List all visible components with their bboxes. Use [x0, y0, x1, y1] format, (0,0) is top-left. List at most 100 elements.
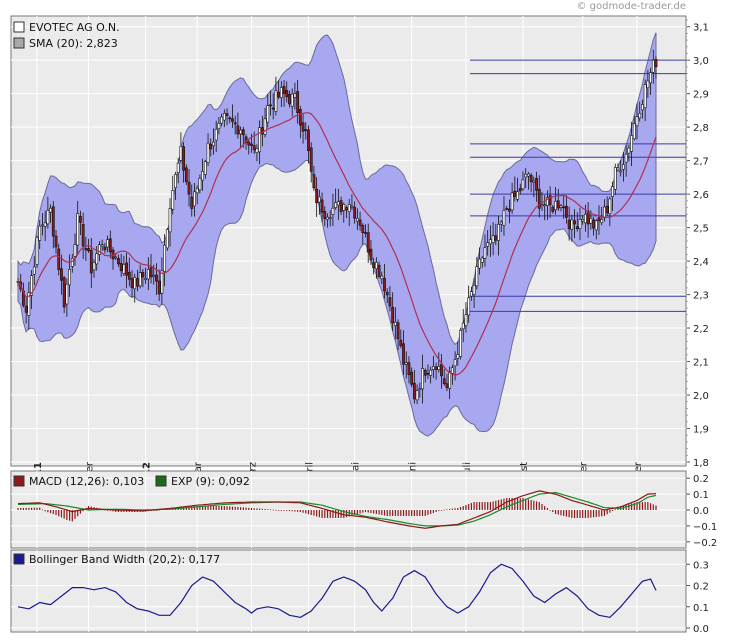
candle-body [277, 91, 281, 98]
candle-body [195, 187, 199, 194]
candle-body [597, 217, 601, 222]
legend-swatch [13, 475, 25, 487]
price-tick-label: 1,9 [693, 425, 709, 436]
macd-histogram-bar [30, 507, 33, 510]
candle-body [450, 367, 454, 374]
candle-body [551, 206, 555, 212]
macd-histogram-bar [430, 510, 432, 514]
macd-histogram-bar [261, 508, 263, 510]
candle-body [108, 238, 112, 253]
candle-body [46, 210, 50, 225]
candle-body [402, 343, 405, 365]
macd-histogram-bar [275, 509, 277, 511]
macd-histogram-bar [446, 509, 448, 511]
macd-histogram-bar [343, 510, 345, 518]
macd-histogram-bar [383, 510, 386, 516]
candle-body [499, 221, 503, 225]
macd-histogram-bar [17, 508, 19, 510]
macd-tick-label: 0.0 [693, 506, 709, 517]
macd-histogram-bar [516, 498, 519, 510]
candle-body [605, 205, 609, 214]
macd-histogram-bar [647, 502, 649, 510]
candle-body [581, 219, 585, 222]
macd-histogram-bar [199, 506, 201, 510]
candle-body [366, 232, 370, 253]
macd-histogram-bar [408, 510, 410, 516]
price-tick-label: 2,7 [693, 157, 709, 168]
macd-histogram-bar [337, 510, 339, 518]
candle-body [407, 362, 411, 375]
candle-body [182, 146, 186, 171]
macd-histogram-bar [525, 498, 527, 510]
candle-body [418, 388, 422, 391]
candle-body [651, 59, 655, 73]
candle-body [624, 153, 628, 163]
macd-histogram-bar [549, 510, 551, 511]
candle-body [133, 277, 137, 290]
candle-body [125, 262, 128, 276]
candle-body [24, 305, 28, 313]
candle-body [60, 268, 63, 281]
macd-histogram-bar [552, 510, 554, 512]
macd-histogram-bar [533, 500, 535, 510]
candle-body [372, 262, 376, 269]
macd-histogram-bar [495, 500, 497, 510]
candle-body [157, 280, 161, 295]
bbw-panel: 0.3 0.2 0.1 0.0 Bollinger Band Width (20,2)… [10, 549, 709, 635]
candle-body [334, 202, 338, 208]
candle-body [513, 190, 517, 197]
candle-body [190, 196, 194, 209]
macd-histogram-bar [476, 502, 478, 510]
candle-body [567, 219, 571, 230]
macd-histogram-bar [565, 510, 568, 517]
macd-histogram-bar [280, 510, 282, 511]
macd-histogram-bar [519, 498, 521, 510]
candle-body [146, 269, 150, 280]
macd-histogram-bar [20, 507, 22, 510]
candle-body [469, 291, 473, 297]
candle-body [404, 362, 408, 365]
candle-body [554, 200, 557, 210]
macd-histogram-bar [155, 510, 158, 511]
macd-histogram-bar [443, 509, 445, 511]
candle-body [117, 258, 120, 265]
candle-body [304, 129, 308, 131]
macd-histogram-bar [63, 510, 65, 519]
candle-body [184, 167, 188, 183]
candle-body [635, 116, 639, 127]
macd-histogram-bar [481, 502, 483, 510]
bollinger-band-area [17, 32, 657, 437]
candle-body [239, 129, 243, 135]
macd-histogram-bar [256, 508, 258, 510]
candle-body [559, 205, 563, 208]
legend-swatch [155, 475, 167, 487]
candle-body [524, 174, 528, 178]
macd-legend: MACD (12,26): 0,103 EXP (9): 0,092 [13, 475, 250, 488]
candle-body [529, 175, 533, 182]
candle-body [442, 378, 446, 384]
macd-line [17, 490, 657, 529]
price-tick-label: 2,8 [693, 123, 709, 134]
macd-histogram-bar [652, 504, 654, 510]
candle-body [98, 244, 101, 255]
candle-body [176, 162, 180, 173]
candle-body [494, 235, 498, 241]
candle-body [317, 196, 321, 203]
macd-histogram-bar [373, 510, 375, 514]
macd-histogram-bar [68, 510, 71, 521]
candle-body [138, 272, 142, 287]
candle-body [247, 141, 251, 146]
macd-histogram-bar [335, 510, 337, 518]
candle-body [464, 314, 468, 327]
candle-body [149, 266, 153, 278]
bbw-legend: Bollinger Band Width (20,2): 0,177 [13, 553, 220, 566]
candle-body [258, 127, 262, 153]
candle-body [141, 271, 145, 278]
macd-histogram-bar [609, 510, 611, 513]
macd-histogram-bar [538, 502, 540, 510]
macd-histogram-bar [598, 510, 600, 517]
bbw-line [17, 563, 657, 619]
candle-body [619, 170, 623, 173]
macd-histogram-bar [242, 507, 244, 510]
candle-body [168, 208, 172, 233]
